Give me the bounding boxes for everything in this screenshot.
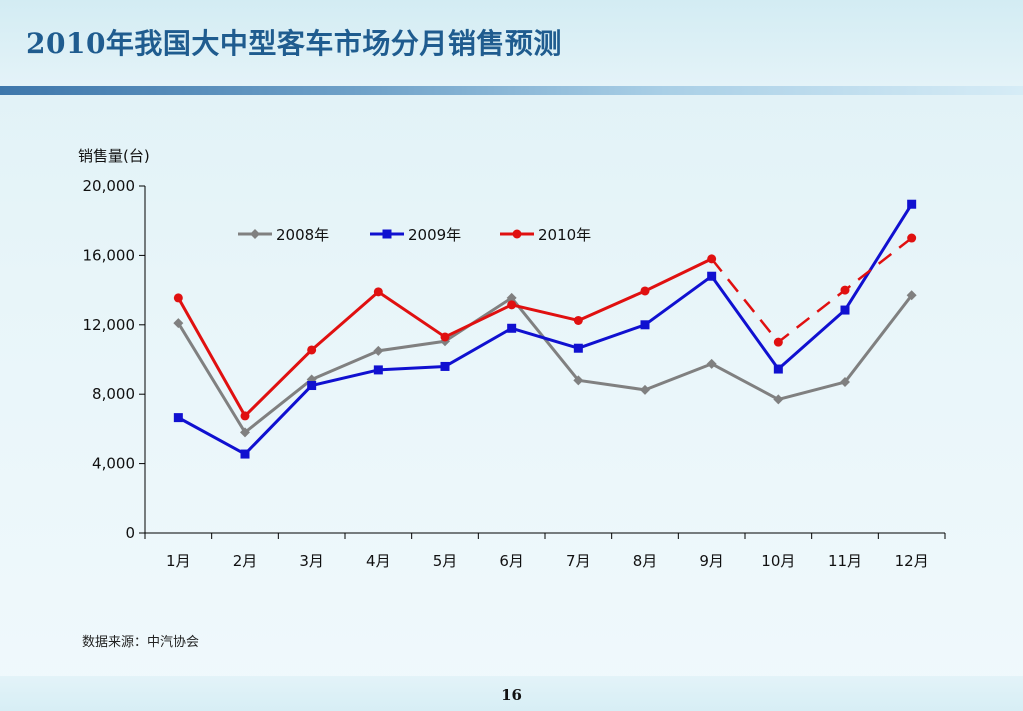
data-point [250, 229, 260, 239]
data-point [573, 315, 583, 325]
x-tick-label: 5月 [433, 552, 458, 570]
data-point [907, 233, 917, 243]
data-source-note: 数据来源：中汽协会 [82, 635, 200, 650]
series-line [177, 203, 913, 456]
y-tick-label: 0 [125, 524, 135, 542]
x-tick-label: 12月 [895, 552, 929, 570]
y-tick-label: 16,000 [83, 246, 136, 264]
data-point [240, 427, 250, 438]
line-chart: 销售量(台) 0 4,000 8,000 12,000 16,000 20,000 1月 2月… [78, 147, 946, 570]
data-point [640, 384, 650, 395]
chart-area: 销售量(台) 0 4,000 8,000 12,000 16,000 20,000 1月 2月… [0, 95, 1023, 655]
x-tick-label: 10月 [761, 552, 795, 570]
data-point [773, 337, 783, 347]
x-tick-label: 1月 [166, 552, 191, 570]
y-tick-label: 8,000 [92, 385, 135, 403]
data-point [373, 287, 383, 297]
x-tick-label: 8月 [633, 552, 658, 570]
page-number: 16 [501, 686, 522, 704]
legend: 2008年 2009年 2010年 [238, 226, 591, 244]
header-divider [0, 86, 1023, 95]
x-tick-label: 9月 [699, 552, 724, 570]
data-point [382, 229, 392, 239]
x-tick-label: 2月 [233, 552, 258, 570]
data-point [307, 345, 317, 355]
legend-entry: 2008年 [238, 226, 329, 244]
data-point [173, 318, 184, 329]
data-point [173, 413, 183, 423]
y-tick-label: 12,000 [83, 316, 136, 334]
x-tick-label: 11月 [828, 552, 862, 570]
data-point [506, 292, 517, 303]
legend-entry: 2009年 [370, 226, 461, 244]
series-2 [173, 199, 917, 459]
data-point [840, 305, 850, 315]
data-point [512, 229, 522, 239]
series-layer [173, 199, 917, 459]
series-line-forecast [710, 237, 913, 344]
data-point [173, 293, 183, 303]
x-tick-label: 6月 [499, 552, 524, 570]
data-point [907, 199, 917, 209]
data-point [507, 323, 517, 333]
legend-entry: 2010年 [500, 226, 591, 244]
data-point [706, 358, 717, 369]
header-band: 2010年我国大中型客车市场分月销售预测 [0, 0, 1023, 86]
data-point [507, 300, 517, 310]
data-point [640, 320, 650, 330]
y-axis-label: 销售量(台) [78, 147, 150, 165]
data-point [307, 381, 317, 391]
legend-label: 2008年 [276, 226, 329, 244]
data-point [640, 286, 650, 296]
data-point [707, 254, 717, 264]
legend-label: 2010年 [538, 226, 591, 244]
page-title: 2010年我国大中型客车市场分月销售预测 [26, 27, 562, 60]
footer-band [0, 676, 1023, 711]
legend-label: 2009年 [408, 226, 461, 244]
data-point [240, 411, 250, 421]
y-tick-label: 4,000 [92, 455, 135, 473]
data-point [373, 345, 384, 356]
data-point [906, 290, 917, 301]
axes: 0 4,000 8,000 12,000 16,000 20,000 1月 2月 3月 4月 5月 6… [83, 177, 946, 570]
data-point [840, 285, 850, 295]
x-tick-label: 7月 [566, 552, 591, 570]
data-point [440, 361, 450, 371]
series-3 [173, 233, 917, 421]
data-point [773, 394, 784, 405]
y-tick-label: 20,000 [83, 177, 136, 195]
data-point [707, 271, 717, 281]
x-tick-label: 3月 [299, 552, 324, 570]
data-point [440, 332, 450, 342]
data-point [573, 343, 583, 353]
series-line [177, 294, 913, 434]
x-tick-label: 4月 [366, 552, 391, 570]
data-point [373, 365, 383, 375]
data-point [773, 364, 783, 374]
data-point [840, 377, 850, 388]
data-point [573, 375, 584, 386]
data-point [240, 449, 250, 459]
